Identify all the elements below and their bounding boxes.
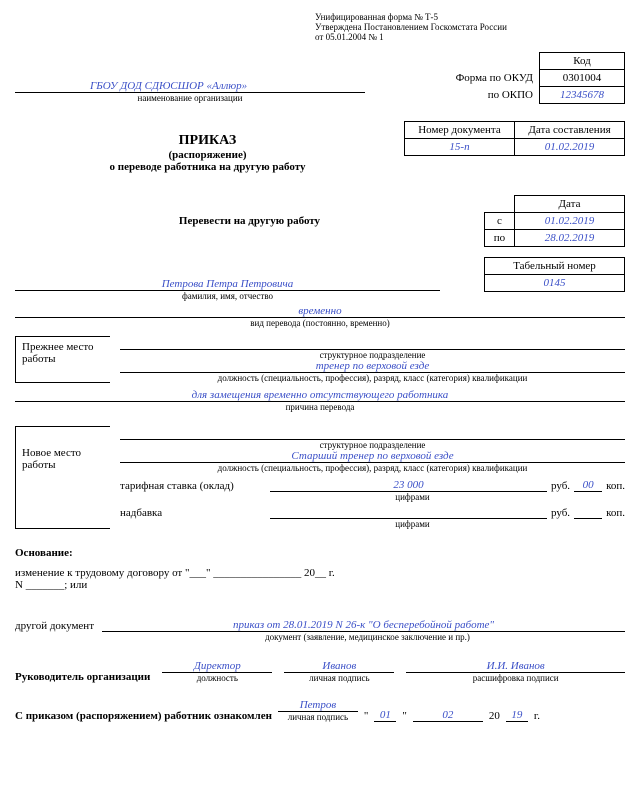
head-label: Руководитель организации	[15, 671, 150, 683]
fio: Петрова Петра Петровича	[162, 278, 294, 290]
docnum-table: Номер документа Дата составления 15-п 01…	[404, 121, 625, 156]
transfer-dates: Дата с01.02.2019 по28.02.2019	[484, 195, 625, 247]
basis-label: Основание:	[15, 547, 625, 559]
new-place-label: Новое место работы	[15, 426, 110, 529]
salary: 23 000	[393, 479, 423, 491]
new-position: Старший тренер по верховой езде	[291, 450, 453, 462]
prev-position: тренер по верховой езде	[316, 360, 430, 372]
prev-place-label: Прежнее место работы	[15, 336, 110, 383]
tabnum-table: Табельный номер 0145	[484, 257, 625, 292]
ack-label: С приказом (распоряжением) работник озна…	[15, 710, 272, 722]
title-block: ПРИКАЗ (распоряжение) о переводе работни…	[15, 121, 400, 173]
transfer-reason: для замещения временно отсутствующего ра…	[192, 389, 449, 401]
form-id: Унифицированная форма № Т-5 Утверждена П…	[315, 12, 625, 42]
transfer-type: временно	[298, 305, 341, 317]
code-table: Код Форма по ОКУД0301004 по ОКПО12345678	[455, 52, 625, 104]
transfer-title: Перевести на другую работу	[15, 215, 484, 227]
org-name: ГБОУ ДОД СДЮСШОР «Аллюр»	[90, 80, 247, 92]
basis-doc: приказ от 28.01.2019 N 26-к "О бесперебо…	[233, 619, 494, 631]
